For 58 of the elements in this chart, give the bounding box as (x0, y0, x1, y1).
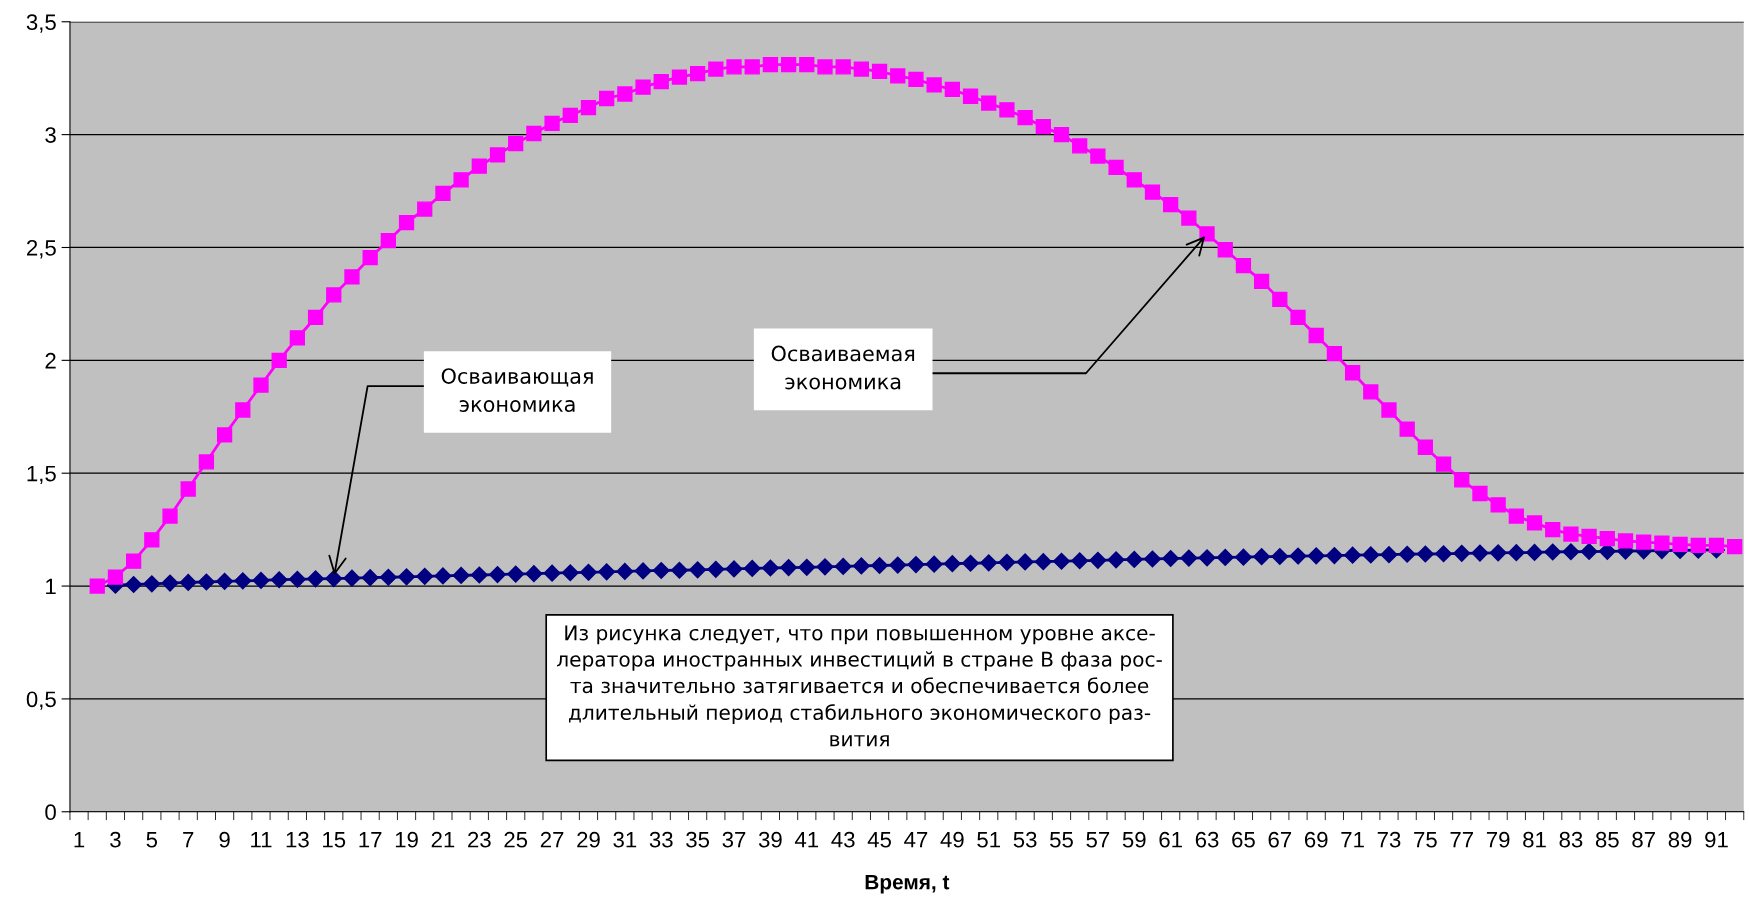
y-tick-label: 0,5 (26, 691, 56, 710)
x-tick-label: 79 (1486, 831, 1510, 848)
x-tick-label: 31 (613, 831, 637, 848)
y-tick-label: 3 (45, 127, 56, 143)
x-tick-label: 91 (1705, 831, 1728, 848)
x-tick-label: 55 (1050, 832, 1073, 848)
x-tick-label: 51 (977, 832, 1000, 848)
x-tick-label: 1 (74, 832, 85, 848)
x-tick-label: 63 (1195, 831, 1219, 848)
x-tick-label: 73 (1377, 831, 1401, 848)
y-tick-label: 2,5 (26, 240, 56, 259)
x-tick-label: 17 (359, 832, 382, 848)
x-tick-label: 41 (794, 832, 819, 848)
x-tick-label: 33 (649, 831, 673, 848)
x-tick-label: 13 (286, 831, 309, 848)
x-tick-label: 77 (1450, 832, 1473, 848)
x-tick-label: 5 (146, 832, 158, 848)
x-tick-label: 35 (686, 831, 710, 848)
x-tick-label: 23 (468, 831, 491, 848)
x-tick-label: 85 (1595, 831, 1619, 848)
x-tick-label: 53 (1013, 831, 1037, 848)
x-tick-label: 83 (1559, 831, 1583, 848)
x-tick-label: 11 (251, 832, 272, 848)
x-tick-label: 39 (758, 831, 782, 848)
x-tick-label: 75 (1414, 832, 1437, 848)
x-tick-label: 7 (183, 832, 194, 848)
x-tick-label: 29 (577, 831, 600, 848)
x-tick-label: 69 (1304, 831, 1328, 848)
x-tick-label: 3 (110, 831, 121, 848)
x-tick-label: 87 (1632, 831, 1655, 848)
x-tick-label: 49 (940, 831, 964, 848)
y-tick-label: 1 (46, 578, 56, 595)
annotation: Осваивающая экономика (441, 368, 593, 413)
x-tick-label: 43 (831, 831, 855, 848)
x-tick-label: 67 (1268, 831, 1292, 848)
y-tick-label: 1,5 (27, 465, 56, 485)
x-tick-label: 15 (323, 832, 346, 848)
y-tick-label: 3,5 (26, 14, 56, 33)
annotation: Из рисунка следует, что при повышенном уровне аксе- лератора иностранных инвестиций в стране В фаза рос- та значительно затягивается и обеспечивается более длительный период стабильного экономического раз- вития (557, 625, 1162, 747)
x-tick-label: 65 (1232, 831, 1255, 848)
x-tick-label: 21 (431, 831, 455, 848)
x-tick-label: 45 (867, 832, 891, 848)
x-tick-label: 71 (1341, 832, 1364, 848)
y-tick-label: 0 (45, 804, 56, 821)
y-tick-label: 2 (45, 352, 56, 369)
x-tick-label: 27 (540, 831, 564, 848)
x-tick-label: 61 (1159, 831, 1182, 848)
x-tick-label: 89 (1668, 831, 1692, 848)
x-tick-label: 59 (1122, 831, 1146, 848)
x-tick-label: 47 (904, 832, 928, 848)
x-tick-label: 9 (219, 831, 230, 848)
x-tick-label: 19 (395, 831, 418, 848)
x-tick-label: 25 (504, 831, 528, 848)
x-tick-label: 57 (1086, 832, 1110, 848)
x-tick-label: 81 (1523, 831, 1546, 848)
annotation: Осваиваемая экономика (771, 345, 915, 390)
x-axis-title: Время, t (865, 874, 950, 894)
x-tick-label: 37 (722, 831, 746, 848)
